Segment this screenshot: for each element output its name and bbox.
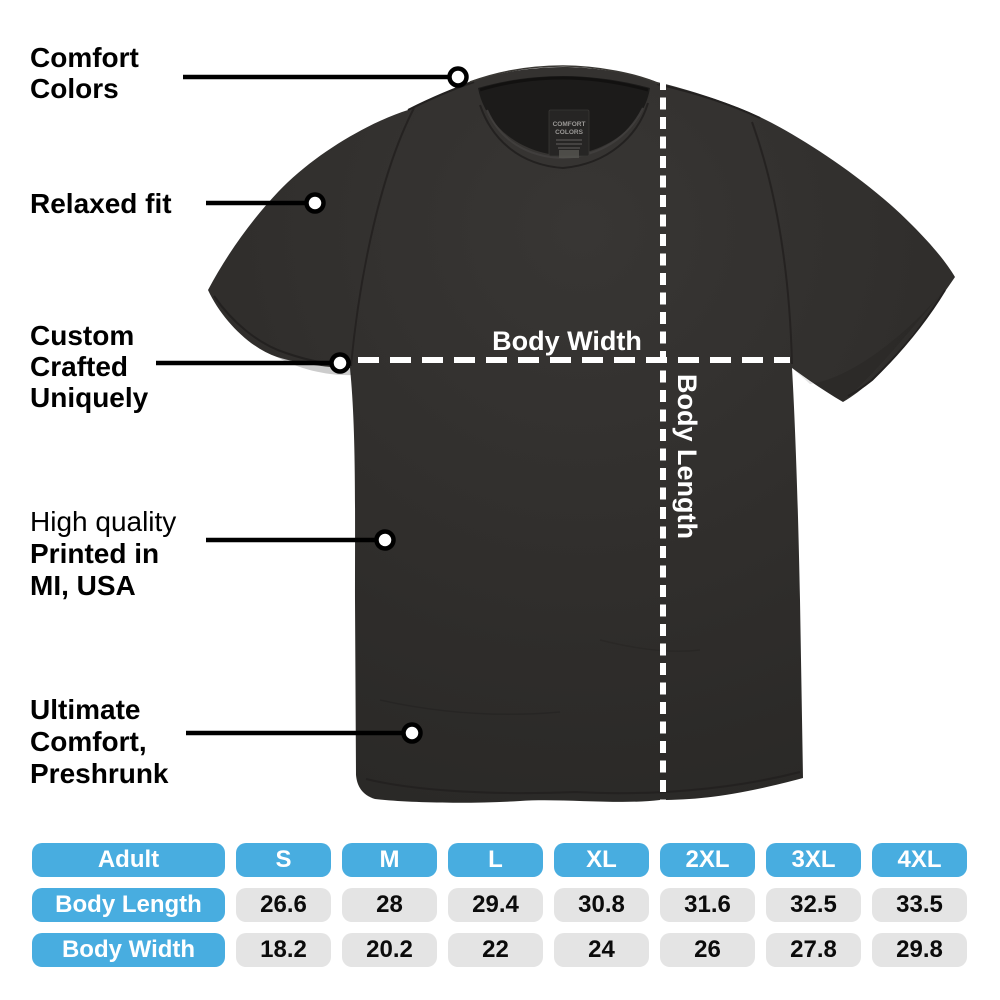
bottom-hem-seam (365, 771, 801, 795)
size-value-cell: 33.5 (872, 888, 967, 922)
size-value-cell: 24 (554, 933, 649, 967)
left-sleeve-seam (350, 107, 415, 367)
wrinkle-line (379, 699, 561, 716)
callout-comfort-line1: Ultimate (30, 694, 141, 725)
body-length-label: Body Length (672, 374, 702, 539)
right-shoulder-seam (656, 83, 761, 119)
collar-outer-rim (469, 65, 660, 85)
callout-circle-comfort (401, 722, 423, 744)
wrinkle-line (599, 639, 701, 652)
row-label-body-width: Body Width (32, 933, 225, 967)
collar-front-seam (479, 102, 649, 170)
callout-relaxed-fit: Relaxed fit (30, 188, 172, 219)
neck-tag: COMFORT COLORS (548, 109, 590, 158)
callout-printed-quality: High quality Printed in MI, USA (30, 506, 176, 602)
callout-custom-crafted: Custom Crafted Uniquely (30, 320, 148, 413)
callout-circle-fit (304, 192, 326, 214)
size-value-cell: 31.6 (660, 888, 755, 922)
size-value-cell: 22 (448, 933, 543, 967)
size-value-cell: 28 (342, 888, 437, 922)
size-value-cell: 29.4 (448, 888, 543, 922)
size-value-cell: 26 (660, 933, 755, 967)
callout-circle-brand (447, 66, 469, 88)
size-value-cell: 18.2 (236, 933, 331, 967)
callout-brand-line1: Comfort (30, 42, 139, 73)
neck-tag-brand-line2: COLORS (555, 129, 583, 136)
callout-brand-line2: Colors (30, 73, 119, 104)
callout-circle-quality (374, 529, 396, 551)
size-header-cell: L (448, 843, 543, 877)
callout-quality-line1: High quality (30, 506, 177, 537)
size-chart-table: Adult S M L XL 2XL 3XL 4XL Body Length 2… (32, 843, 967, 967)
callout-comfort-line3: Preshrunk (30, 758, 169, 789)
size-header-cell: M (342, 843, 437, 877)
callout-quality-line2: Printed in (30, 538, 160, 569)
size-value-cell: 27.8 (766, 933, 861, 967)
right-sleeve-seam (751, 121, 793, 365)
callout-fit-line1: Relaxed fit (30, 188, 172, 219)
tshirt-body (208, 67, 955, 803)
callout-crafted-line1: Custom (30, 320, 135, 351)
size-header-cell: 3XL (766, 843, 861, 877)
size-value-cell: 20.2 (342, 933, 437, 967)
header-cell-adult: Adult (32, 843, 225, 877)
callout-circle-crafted (329, 352, 351, 374)
row-label-body-length: Body Length (32, 888, 225, 922)
callout-quality-line3: MI, USA (30, 570, 136, 601)
callout-comfort-line2: Comfort, (30, 726, 147, 757)
neck-tag-brand-line1: COMFORT (553, 121, 586, 128)
callout-crafted-line2: Crafted (30, 351, 129, 382)
size-header-cell: XL (554, 843, 649, 877)
callout-ultimate-comfort: Ultimate Comfort, Preshrunk (30, 694, 169, 790)
right-cuff-seam (847, 289, 946, 397)
size-value-cell: 32.5 (766, 888, 861, 922)
left-shoulder-seam (407, 81, 475, 111)
size-value-cell: 26.6 (236, 888, 331, 922)
size-header-cell: 4XL (872, 843, 967, 877)
size-value-cell: 29.8 (872, 933, 967, 967)
collar-inner-shadow (479, 76, 649, 92)
callout-brand: Comfort Colors (30, 42, 139, 104)
body-width-label: Body Width (492, 326, 642, 356)
size-header-cell: 2XL (660, 843, 755, 877)
callout-crafted-line3: Uniquely (30, 382, 149, 413)
size-header-cell: S (236, 843, 331, 877)
size-value-cell: 30.8 (554, 888, 649, 922)
